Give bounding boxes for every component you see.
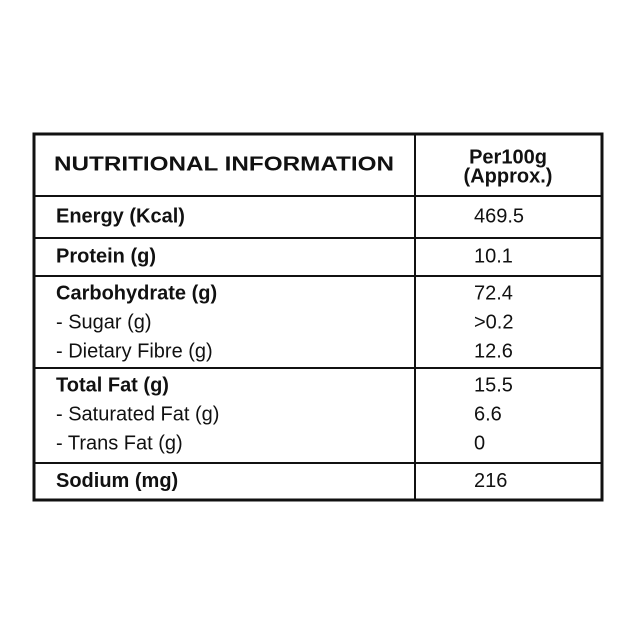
header-title: NUTRITIONAL INFORMATION bbox=[54, 153, 394, 175]
row-value: 72.4 bbox=[474, 282, 513, 304]
row-label: Protein (g) bbox=[56, 245, 156, 267]
row-value: 216 bbox=[474, 470, 507, 492]
row-label: Total Fat (g) bbox=[56, 374, 169, 396]
row-value: 15.5 bbox=[474, 374, 513, 396]
sub-row-label: - Saturated Fat (g) bbox=[56, 403, 219, 425]
row-value: 12.6 bbox=[474, 340, 513, 362]
row-label: Sodium (mg) bbox=[56, 470, 178, 492]
header-column: Per100g bbox=[469, 146, 547, 168]
table-border bbox=[32, 132, 604, 502]
sub-row-label: - Trans Fat (g) bbox=[56, 432, 183, 454]
header-note: (Approx.) bbox=[464, 165, 553, 187]
row-value: 6.6 bbox=[474, 403, 502, 425]
row-value: >0.2 bbox=[474, 311, 513, 333]
row-value: 10.1 bbox=[474, 245, 513, 267]
row-value: 469.5 bbox=[474, 205, 524, 227]
row-value: 0 bbox=[474, 432, 485, 454]
sub-row-label: - Dietary Fibre (g) bbox=[56, 340, 213, 362]
row-label: Energy (Kcal) bbox=[56, 205, 185, 227]
sub-row-label: - Sugar (g) bbox=[56, 311, 152, 333]
row-label: Carbohydrate (g) bbox=[56, 282, 217, 304]
